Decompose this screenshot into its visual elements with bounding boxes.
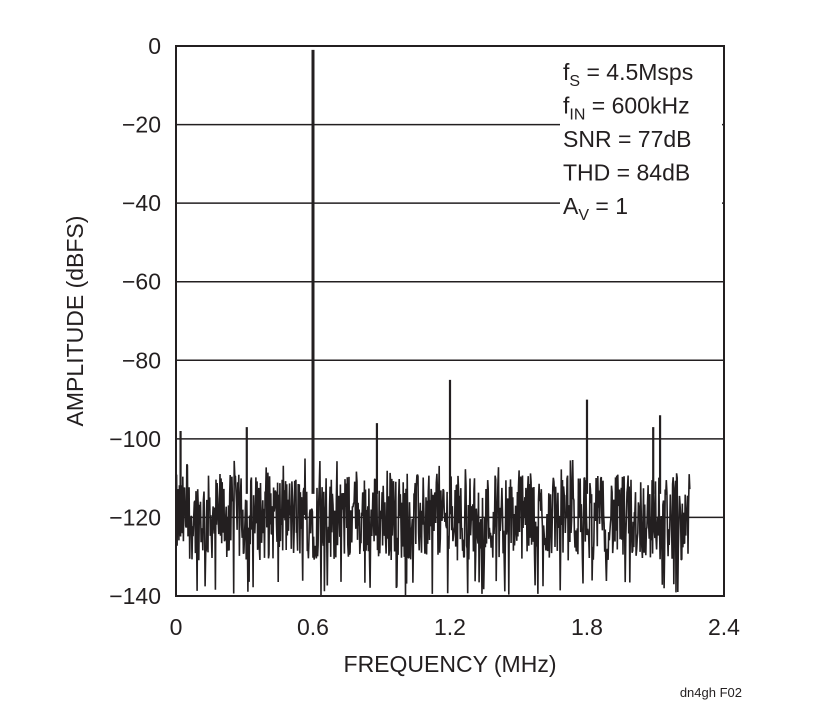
figure-id: dn4gh F02 bbox=[680, 685, 742, 700]
annotation-line: AV = 1 bbox=[563, 193, 628, 224]
plot-frame bbox=[175, 45, 725, 597]
y-tick-label: −140 bbox=[109, 583, 161, 609]
x-tick-label: 1.8 bbox=[571, 614, 603, 640]
annotation-line: THD = 84dB bbox=[563, 160, 690, 186]
y-tick-label: −40 bbox=[122, 190, 161, 216]
y-axis-title: AMPLITUDE (dBFS) bbox=[62, 216, 88, 427]
x-tick-label: 0.6 bbox=[297, 614, 329, 640]
y-tick-label: −100 bbox=[109, 426, 161, 452]
y-tick-label: −80 bbox=[122, 347, 161, 373]
annotation-line: SNR = 77dB bbox=[563, 126, 692, 152]
y-tick-label: 0 bbox=[148, 33, 161, 59]
x-tick-labels: 0 0.6 1.2 1.8 2.4 bbox=[170, 614, 741, 640]
y-tick-labels: 0 −20 −40 −60 −80 −100 −120 −140 bbox=[109, 33, 161, 609]
x-tick-label: 0 bbox=[170, 614, 183, 640]
annotation-background bbox=[560, 52, 722, 224]
spectrum-series bbox=[175, 49, 691, 596]
annotation-line: fIN = 600kHz bbox=[563, 93, 690, 124]
y-tick-label: −20 bbox=[122, 112, 161, 138]
noise-floor-trace bbox=[175, 458, 691, 596]
annotation-line: fS = 4.5Msps bbox=[563, 59, 693, 90]
y-tick-label: −120 bbox=[109, 504, 161, 530]
y-tick-label: −60 bbox=[122, 269, 161, 295]
x-tick-label: 2.4 bbox=[708, 614, 740, 640]
x-axis-title: FREQUENCY (MHz) bbox=[344, 651, 557, 677]
x-tick-label: 1.2 bbox=[434, 614, 466, 640]
